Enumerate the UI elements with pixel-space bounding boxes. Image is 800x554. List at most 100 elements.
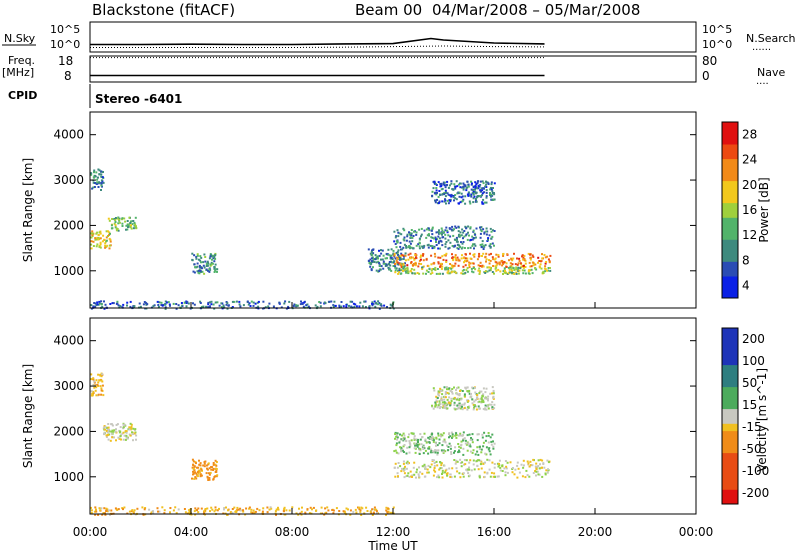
range-gate-cell: [434, 191, 437, 194]
range-gate-cell: [396, 472, 399, 475]
range-gate-cell: [110, 432, 113, 435]
range-gate-cell: [349, 509, 352, 512]
range-gate-cell: [395, 442, 398, 445]
range-gate-cell: [471, 441, 474, 444]
range-gate-cell: [491, 271, 494, 273]
range-gate-cell: [463, 235, 466, 238]
range-gate-cell: [446, 231, 449, 234]
colorbar-swatch: [722, 474, 738, 483]
range-gate-cell: [455, 259, 458, 262]
range-gate-cell: [211, 508, 214, 511]
range-gate-cell: [537, 465, 540, 467]
range-gate-cell: [306, 303, 309, 306]
range-gate-cell: [108, 233, 111, 236]
range-gate-cell: [210, 303, 213, 306]
range-gate-cell: [463, 403, 466, 406]
range-gate-cell: [213, 266, 216, 268]
range-gate-cell: [407, 472, 410, 475]
range-gate-cell: [456, 238, 458, 241]
range-gate-cell: [521, 255, 523, 258]
range-gate-cell: [131, 509, 134, 512]
range-gate-cell: [92, 390, 95, 393]
range-gate-cell: [426, 471, 429, 474]
range-gate-cell: [453, 238, 456, 241]
range-gate-cell: [435, 244, 438, 246]
range-gate-cell: [419, 448, 422, 451]
range-gate-cell: [479, 226, 481, 229]
range-gate-cell: [101, 373, 104, 376]
range-gate-cell: [299, 512, 302, 515]
range-gate-cell: [534, 465, 537, 468]
range-gate-cell: [109, 439, 112, 442]
range-gate-cell: [436, 453, 439, 456]
range-gate-cell: [209, 305, 211, 308]
range-gate-cell: [342, 305, 345, 308]
range-gate-cell: [444, 186, 447, 189]
range-gate-cell: [475, 460, 478, 463]
range-gate-cell: [437, 432, 440, 435]
range-gate-cell: [252, 301, 255, 304]
x-tick-label: 12:00: [376, 525, 411, 539]
range-gate-cell: [418, 228, 421, 231]
range-gate-cell: [100, 379, 103, 382]
range-gate-cell: [335, 507, 338, 510]
range-gate-cell: [472, 267, 475, 269]
range-gate-cell: [457, 259, 460, 262]
range-gate-cell: [449, 476, 452, 478]
colorbar-swatch: [722, 394, 738, 402]
colorbar-tick-label: 20: [742, 178, 757, 192]
range-gate-cell: [477, 269, 480, 272]
range-gate-cell: [426, 468, 429, 471]
range-gate-cell: [434, 470, 437, 473]
range-gate-cell: [385, 506, 388, 509]
range-gate-cell: [119, 430, 122, 433]
x-tick-label: 00:00: [679, 525, 714, 539]
range-gate-cell: [90, 232, 93, 235]
range-gate-cell: [491, 433, 494, 436]
y-tick-label: 2000: [53, 424, 84, 438]
range-gate-cell: [214, 301, 217, 304]
range-gate-cell: [359, 301, 362, 304]
range-gate-cell: [434, 442, 437, 445]
range-gate-cell: [91, 230, 94, 233]
range-gate-cell: [98, 302, 101, 305]
range-gate-cell: [403, 472, 406, 475]
range-gate-cell: [455, 392, 458, 395]
range-gate-cell: [478, 267, 481, 270]
range-gate-cell: [467, 472, 470, 475]
range-gate-cell: [126, 304, 128, 307]
range-gate-cell: [469, 445, 472, 448]
range-gate-cell: [475, 397, 478, 400]
freq-panel-frame: [89, 55, 697, 83]
range-gate-cell: [495, 266, 498, 269]
range-gate-cell: [439, 387, 442, 390]
range-gate-cell: [481, 202, 484, 205]
range-gate-cell: [249, 305, 252, 307]
range-gate-cell: [479, 265, 482, 267]
range-gate-cell: [394, 269, 397, 272]
range-gate-cell: [195, 255, 198, 258]
range-gate-cell: [465, 269, 468, 272]
range-gate-cell: [423, 244, 426, 247]
range-gate-cell: [523, 259, 526, 262]
range-gate-cell: [292, 305, 295, 307]
range-gate-cell: [513, 252, 515, 255]
range-gate-cell: [547, 267, 550, 269]
range-gate-cell: [251, 511, 254, 514]
range-gate-cell: [199, 462, 202, 465]
range-gate-cell: [541, 475, 544, 478]
range-gate-cell: [536, 470, 539, 473]
range-gate-cell: [167, 301, 170, 304]
range-gate-cell: [382, 254, 385, 257]
range-gate-cell: [465, 187, 468, 190]
mhz-label: [MHz]: [2, 66, 34, 79]
range-gate-cell: [453, 450, 456, 453]
range-gate-cell: [423, 475, 426, 478]
range-gate-cell: [257, 300, 260, 303]
range-gate-cell: [490, 471, 493, 474]
range-gate-cell: [437, 262, 440, 265]
range-gate-cell: [478, 252, 481, 255]
range-gate-cell: [435, 231, 438, 234]
range-gate-cell: [440, 390, 443, 392]
